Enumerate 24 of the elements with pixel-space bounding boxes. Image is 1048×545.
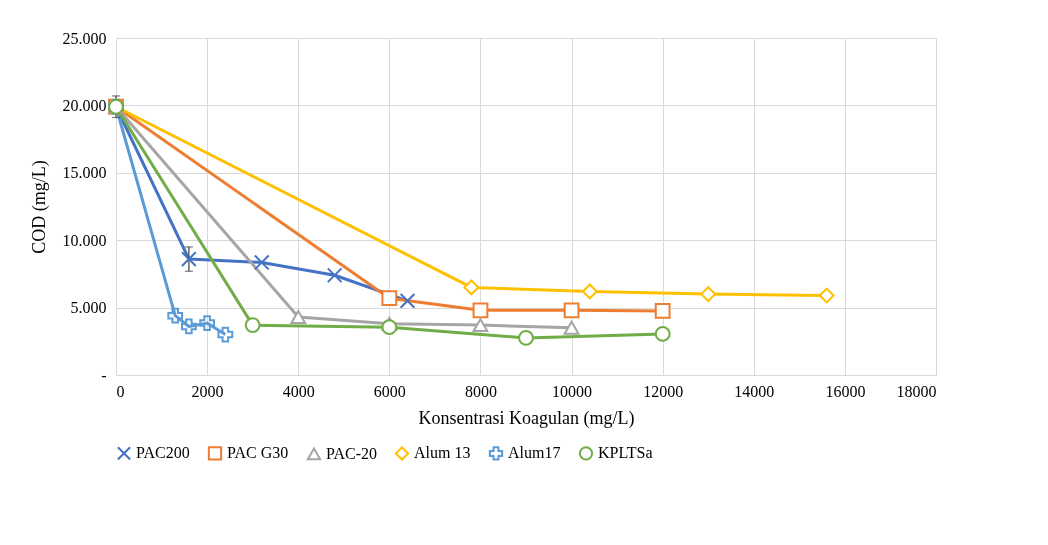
x-tick-label: 2000 [191,382,224,400]
legend-label: Alum 13 [414,444,471,462]
y-tick-label: 25.000 [62,29,107,47]
legend-label: PAC G30 [227,444,289,462]
legend-label: PAC-20 [326,444,377,462]
y-tick-label: - [101,366,107,384]
y-tick-label: 20.000 [62,96,107,114]
x-tick-label: 18000 [896,382,937,400]
x-tick-label: 12000 [643,382,684,400]
y-axis-title: COD (mg/L) [28,160,50,254]
legend-label: KPLTSa [598,444,653,462]
legend-label: Alum17 [508,444,561,462]
x-tick-label: 14000 [734,382,775,400]
x-tick-label: 4000 [282,382,315,400]
x-tick-label: 0 [116,382,125,400]
x-tick-label: 16000 [825,382,866,400]
y-tick-label: 10.000 [62,231,107,249]
y-tick-label: 5.000 [70,299,107,317]
x-tick-label: 8000 [464,382,497,400]
x-tick-label: 10000 [552,382,593,400]
x-tick-label: 6000 [373,382,406,400]
x-axis-title: Konsentrasi Koagulan (mg/L) [418,407,635,429]
legend-label: PAC200 [136,444,190,462]
y-tick-label: 15.000 [62,164,107,182]
